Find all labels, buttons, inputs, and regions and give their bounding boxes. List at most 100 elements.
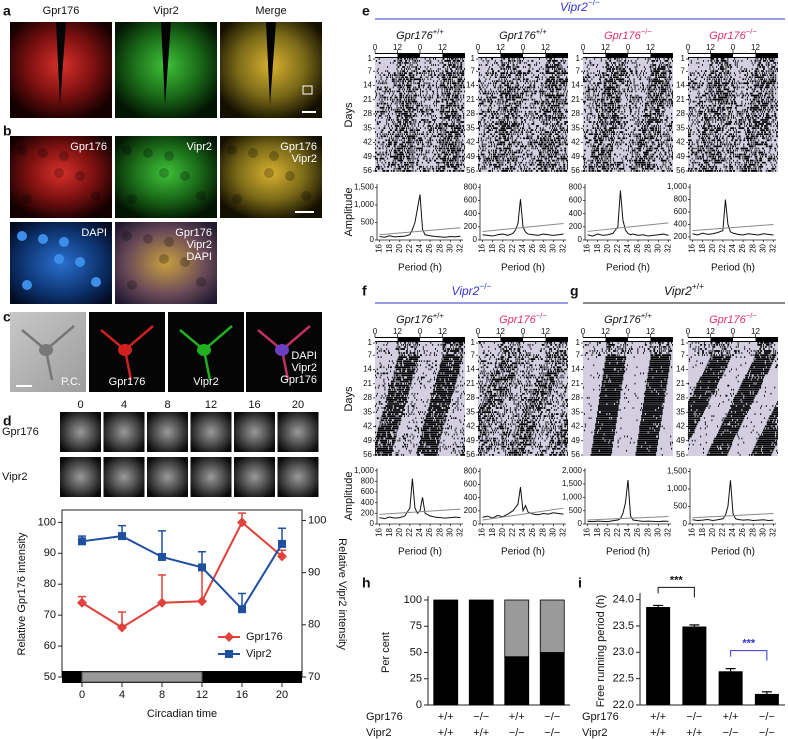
- y-tick-label: 800: [464, 466, 478, 475]
- micrograph: [60, 412, 101, 452]
- data-point: [118, 532, 126, 541]
- nucleus: [17, 145, 27, 155]
- nucleus: [75, 257, 85, 267]
- gene-name: Gpr176: [709, 30, 747, 42]
- hour-label: 12: [601, 327, 610, 336]
- x-tick-label: 28: [435, 243, 444, 252]
- periodogram-line: [587, 479, 669, 523]
- legend-label: Gpr176: [246, 631, 283, 643]
- y-tick-label: 0: [578, 235, 583, 244]
- day-label: 35: [363, 407, 372, 416]
- ld-light: [375, 54, 398, 57]
- day-label: 42: [466, 422, 475, 431]
- bar-segment: [539, 599, 565, 653]
- significance-label: ***: [670, 574, 684, 586]
- day-label: 1: [471, 338, 476, 347]
- y-tick-label: 200: [464, 506, 478, 515]
- nucleus: [143, 148, 153, 158]
- day-label: 56: [676, 166, 685, 175]
- x-tick-label: +/+: [650, 727, 666, 739]
- y-tick-label: 0: [370, 519, 375, 528]
- x-tick-label: +/+: [438, 727, 454, 739]
- x-tick-label: 20: [395, 527, 404, 536]
- x-tick-label: −/−: [759, 727, 775, 739]
- activity-record: [478, 342, 568, 456]
- x-tick-label: 32: [664, 527, 673, 536]
- y-tick-label: 0: [473, 235, 478, 244]
- axis-title: Amplitude: [343, 472, 355, 521]
- bar-segment: [504, 656, 530, 706]
- nucleus: [127, 194, 137, 204]
- day-label: 49: [466, 152, 475, 161]
- gene-name: Gpr176: [604, 30, 642, 42]
- x-tick-label: 28: [748, 243, 757, 252]
- panel-label: i: [578, 575, 582, 591]
- x-tick-label: 18: [593, 527, 602, 536]
- activity-record: [478, 58, 568, 172]
- day-label: 28: [571, 109, 580, 118]
- panel-label: e: [362, 3, 370, 19]
- genotype: −/−: [479, 281, 491, 291]
- y-tick-label: 1,000: [562, 492, 583, 501]
- ventricle: [266, 22, 276, 105]
- column-title: Gpr176−/−: [499, 311, 547, 326]
- y-tick-label: 0: [370, 235, 375, 244]
- y-tick-label: 23.0: [613, 646, 634, 658]
- day-label: 56: [571, 166, 580, 175]
- axis-title: Days: [343, 386, 355, 412]
- x-tick-label: 18: [488, 243, 497, 252]
- day-label: 14: [466, 365, 475, 374]
- y2-tick-label: 100: [308, 514, 326, 526]
- x-tick-label: 22: [613, 243, 622, 252]
- data-point: [237, 517, 247, 528]
- series-line: [81, 535, 283, 611]
- data-point: [238, 605, 246, 614]
- image-label: Gpr176: [280, 374, 317, 386]
- image-label: Gpr176: [175, 227, 212, 239]
- x-tick-label: 26: [633, 243, 642, 252]
- x-tick-label: 30: [548, 243, 557, 252]
- micrograph: [234, 412, 275, 452]
- ld-light: [583, 54, 606, 57]
- x-tick-label: −/−: [544, 727, 560, 739]
- y2-tick-label: 70: [308, 671, 320, 683]
- day-label: 42: [363, 138, 372, 147]
- nucleus: [232, 194, 242, 204]
- day-label: 14: [676, 81, 685, 90]
- day-label: 28: [676, 109, 685, 118]
- day-label: 1: [576, 54, 581, 63]
- x-tick-label: +/+: [686, 727, 702, 739]
- y-tick-label: 22.5: [613, 673, 634, 685]
- time-label: 16: [248, 399, 260, 411]
- day-label: 1: [576, 338, 581, 347]
- group-title: Vipr2−/−: [560, 0, 600, 14]
- genotype: +/+: [641, 311, 653, 320]
- nucleus: [143, 234, 153, 244]
- nucleus: [91, 191, 101, 201]
- day-label: 49: [571, 436, 580, 445]
- y-tick-label: 1,000: [667, 484, 688, 493]
- x-tick-label: 20: [498, 527, 507, 536]
- micrograph: [147, 412, 188, 452]
- data-point: [278, 539, 286, 548]
- image-title: Vipr2: [153, 5, 178, 17]
- ld-light: [375, 338, 398, 341]
- x-tick-label: 20: [395, 243, 404, 252]
- nucleus: [285, 171, 295, 181]
- image-label: Vipr2: [292, 362, 317, 374]
- nucleus: [180, 171, 190, 181]
- x-tick-label: 30: [653, 243, 662, 252]
- significance-bracket: [657, 586, 695, 598]
- hour-label: 0: [731, 327, 736, 336]
- gene-name: Vipr2: [664, 284, 692, 298]
- day-label: 56: [363, 166, 372, 175]
- y-tick-label: 100: [38, 516, 56, 528]
- day-label: 1: [681, 54, 686, 63]
- time-label: 12: [205, 399, 217, 411]
- data-point: [158, 552, 166, 561]
- micrograph: [115, 136, 217, 218]
- day-label: 14: [363, 81, 372, 90]
- x-tick-label: 28: [538, 243, 547, 252]
- threshold-line: [587, 516, 669, 521]
- y-tick-label: 600: [464, 480, 478, 489]
